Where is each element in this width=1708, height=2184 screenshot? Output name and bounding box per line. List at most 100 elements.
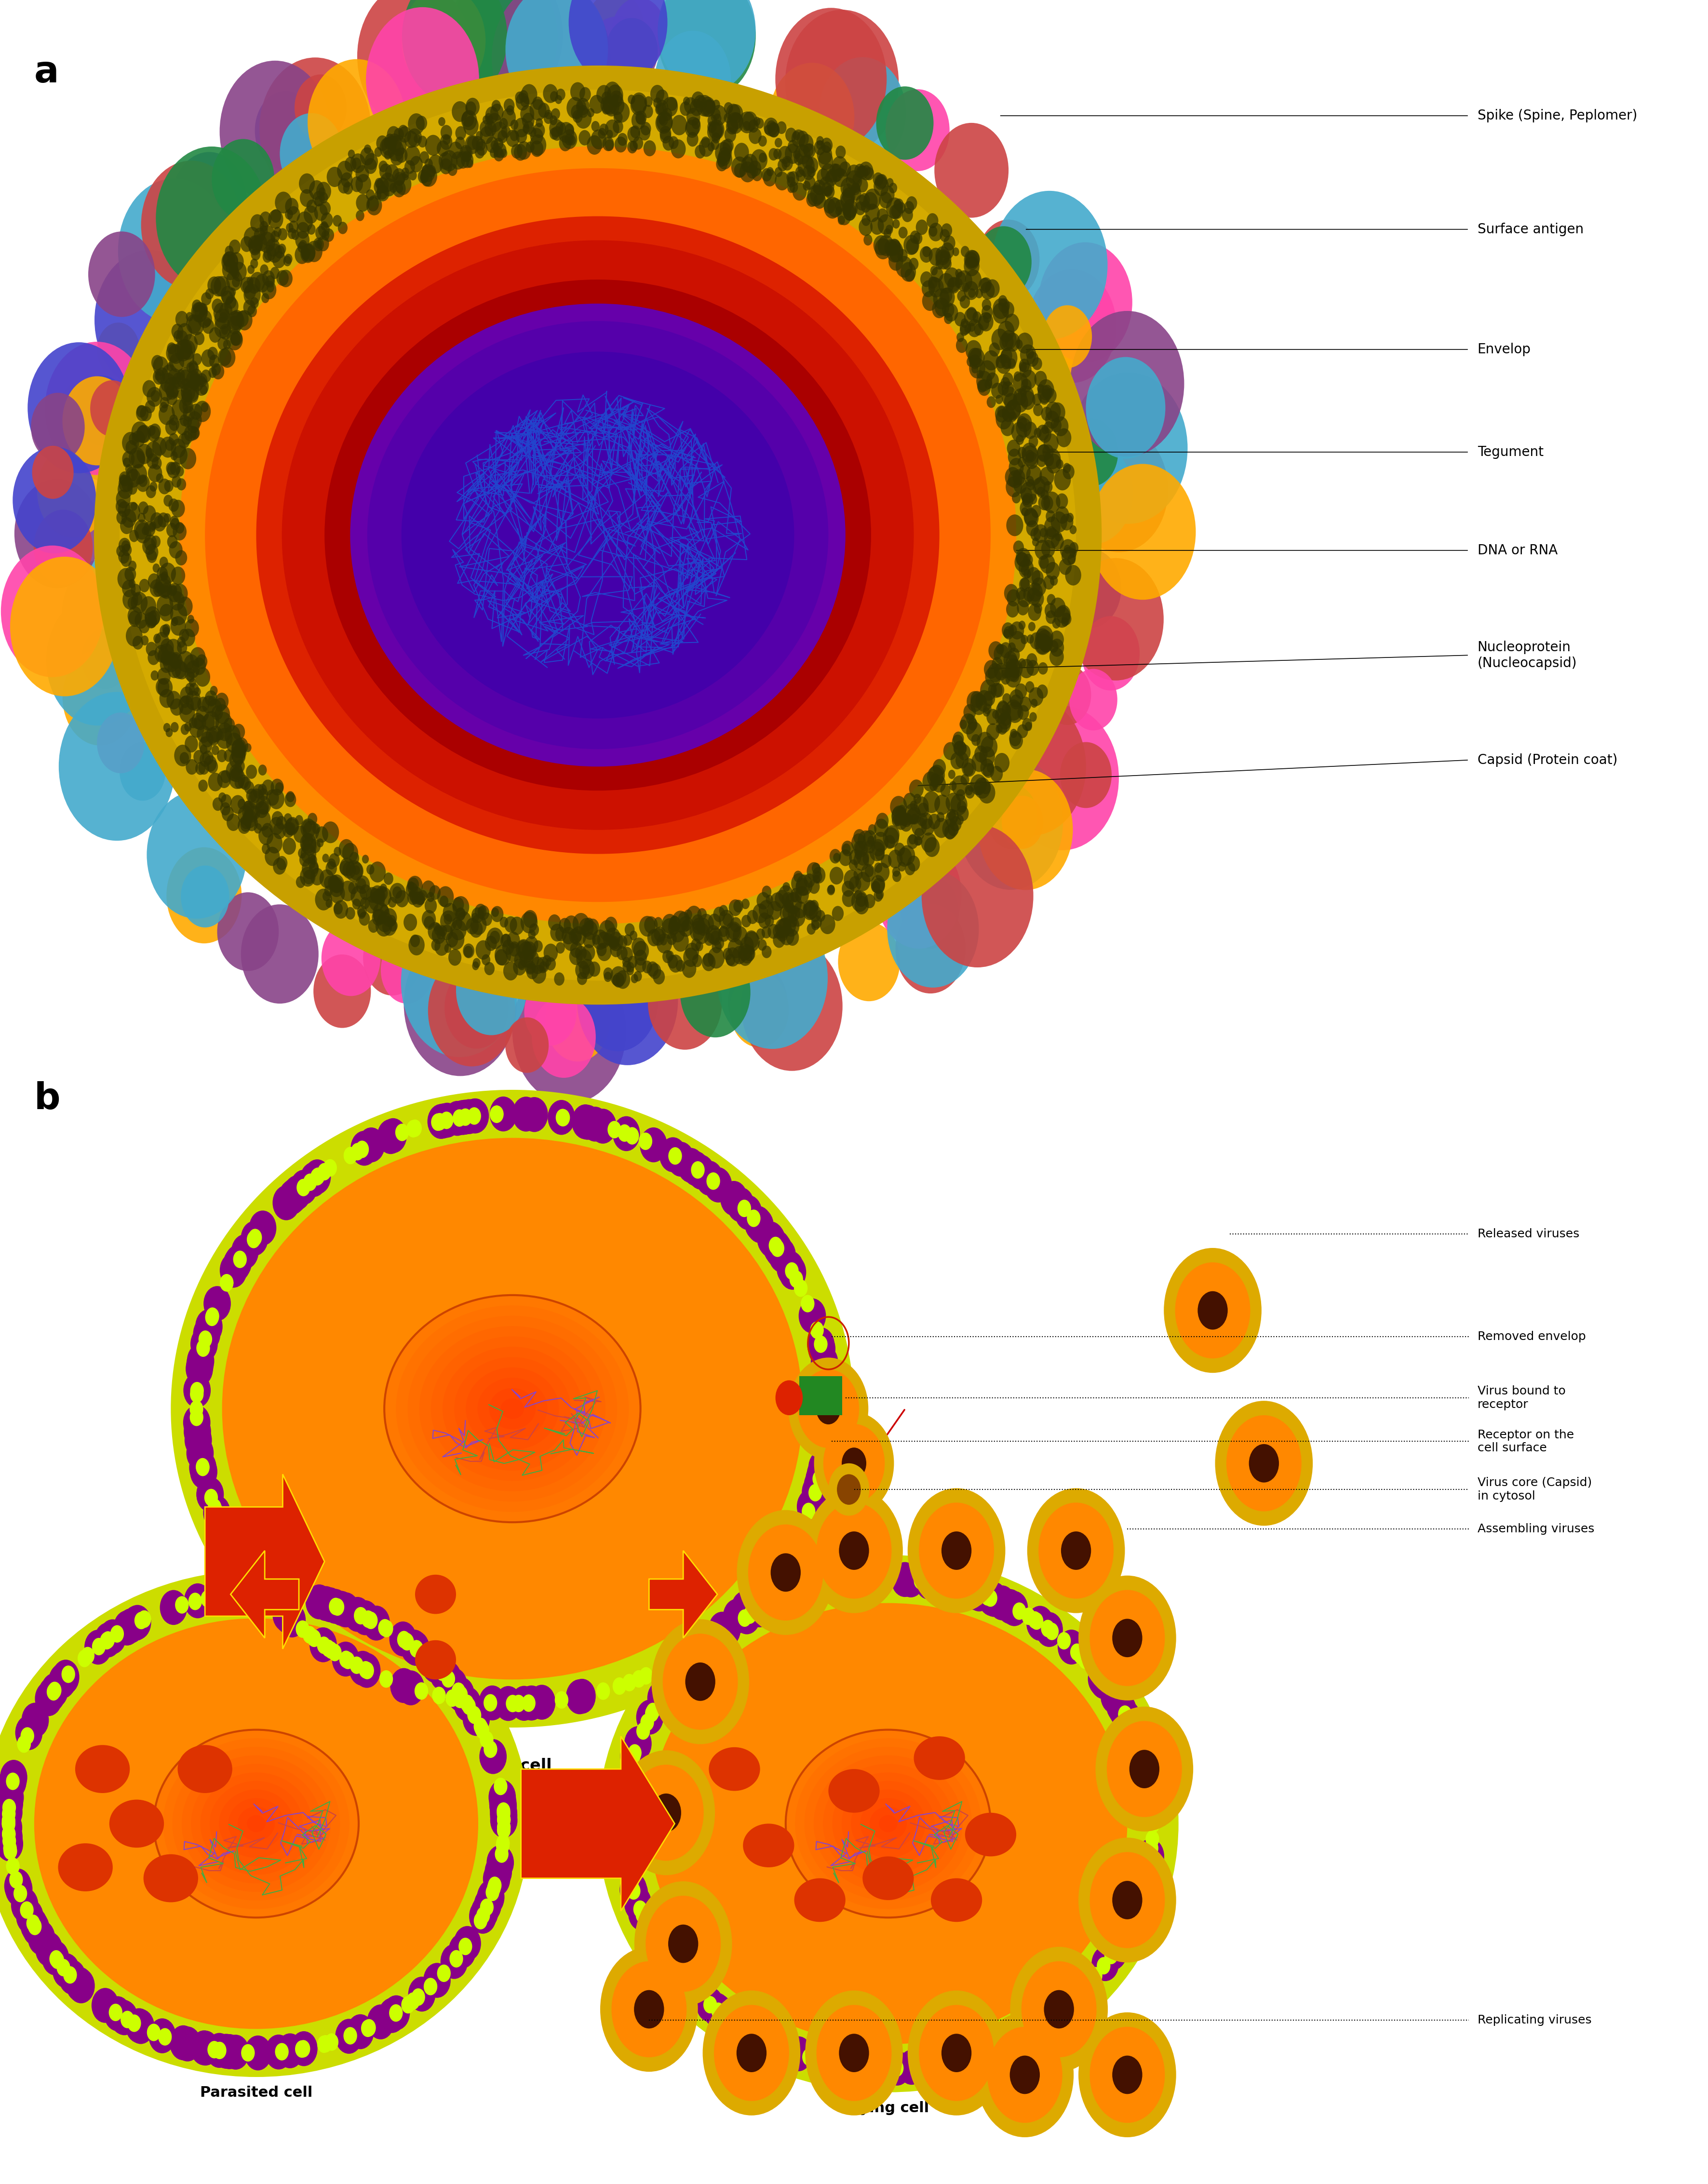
Circle shape [765,915,774,926]
Circle shape [1009,670,1020,681]
Circle shape [490,930,500,943]
Circle shape [1045,402,1061,422]
Circle shape [145,642,157,655]
Circle shape [929,223,943,242]
Ellipse shape [869,1806,907,1841]
Circle shape [822,1393,835,1411]
Circle shape [169,515,179,529]
Circle shape [979,360,996,382]
Circle shape [960,321,972,334]
Circle shape [770,2031,798,2066]
Circle shape [521,911,538,933]
Circle shape [1006,655,1018,670]
Circle shape [1069,668,1117,729]
Circle shape [518,939,528,954]
Circle shape [613,972,625,987]
Circle shape [407,1120,420,1138]
Circle shape [842,203,856,221]
Circle shape [579,959,594,978]
Circle shape [635,114,644,124]
Circle shape [1040,391,1049,404]
Circle shape [120,743,166,802]
Circle shape [963,249,980,271]
Circle shape [1023,507,1038,526]
Circle shape [369,860,386,882]
Circle shape [169,2025,196,2060]
Circle shape [914,793,921,804]
Circle shape [352,898,360,909]
Circle shape [316,1588,343,1623]
Circle shape [325,876,335,889]
Circle shape [704,1992,731,2027]
Circle shape [623,935,632,946]
Circle shape [272,810,284,826]
Circle shape [733,1599,760,1634]
Circle shape [167,660,181,677]
Circle shape [225,760,243,782]
Circle shape [895,904,965,994]
Circle shape [769,122,779,138]
Circle shape [600,1946,699,2073]
Ellipse shape [422,1324,603,1494]
Circle shape [1040,467,1054,485]
Circle shape [874,1570,888,1588]
Circle shape [301,843,316,865]
Circle shape [473,1911,487,1928]
Circle shape [340,880,355,902]
Circle shape [236,738,248,753]
Circle shape [608,1120,622,1138]
Circle shape [758,135,767,146]
Circle shape [342,173,354,188]
Circle shape [970,773,987,795]
Circle shape [956,806,968,821]
Circle shape [270,266,280,280]
Circle shape [917,1566,945,1601]
Circle shape [767,924,779,939]
Circle shape [977,371,992,391]
Circle shape [1038,555,1049,568]
Circle shape [620,1876,647,1911]
Circle shape [707,122,722,142]
Circle shape [1044,515,1061,537]
Circle shape [186,690,202,710]
Circle shape [405,146,420,166]
Circle shape [967,308,977,321]
Circle shape [1030,1612,1044,1629]
Circle shape [14,478,99,587]
Circle shape [118,474,132,491]
Circle shape [178,596,193,616]
Circle shape [521,96,529,107]
Circle shape [622,1673,635,1690]
Circle shape [1100,1935,1127,1970]
Circle shape [179,629,190,642]
Circle shape [1045,511,1056,522]
Circle shape [439,153,453,170]
Circle shape [685,1662,716,1701]
Circle shape [224,725,241,745]
Circle shape [569,948,582,965]
Circle shape [1008,660,1023,679]
Circle shape [605,120,620,138]
Circle shape [880,192,892,207]
Circle shape [909,834,917,845]
Circle shape [687,116,700,135]
Circle shape [1049,646,1064,666]
Circle shape [499,118,507,129]
Circle shape [138,579,150,592]
Circle shape [945,812,956,828]
Circle shape [818,1568,845,1603]
Circle shape [449,1933,477,1968]
Circle shape [1107,1688,1134,1723]
Circle shape [1112,2055,1143,2094]
Circle shape [717,157,726,166]
Circle shape [152,456,162,470]
Circle shape [709,120,724,140]
Circle shape [654,917,663,928]
Ellipse shape [828,1769,880,1813]
Circle shape [617,1830,630,1848]
Circle shape [876,889,883,900]
Circle shape [968,719,977,729]
Circle shape [979,312,994,332]
Circle shape [366,7,480,153]
Circle shape [214,275,231,297]
